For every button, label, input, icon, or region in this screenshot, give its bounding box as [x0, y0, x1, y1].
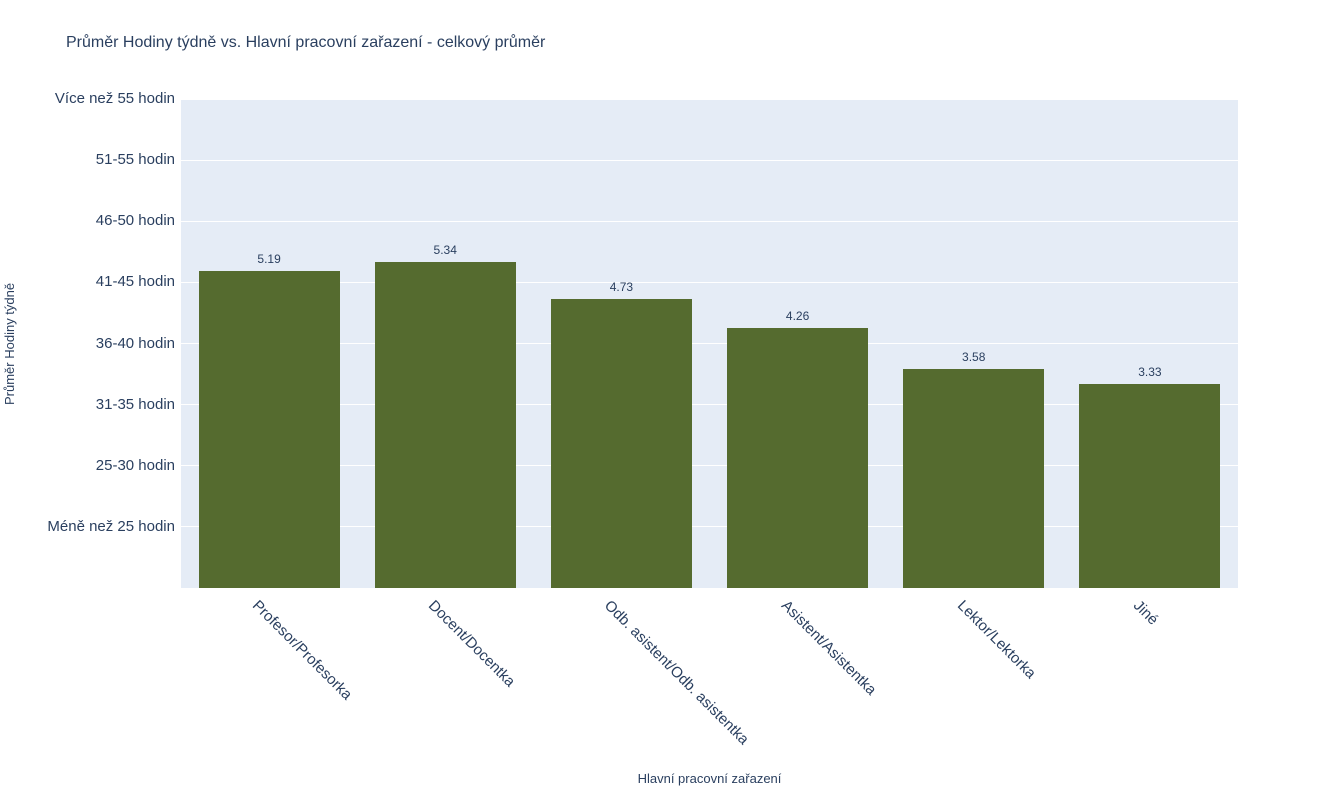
gridline — [181, 159, 1238, 161]
x-axis-tick-labels: Profesor/Profesorka Docent/Docentka Odb. a… — [181, 588, 1238, 768]
bar[interactable] — [550, 298, 692, 588]
x-tick-label: Lektor/Lektorka — [953, 597, 1039, 683]
bar[interactable] — [374, 261, 516, 588]
bar-value-label: 3.33 — [1138, 365, 1162, 380]
x-tick-label: Asistent/Asistentka — [777, 597, 880, 699]
gridline — [181, 465, 1238, 467]
y-tick-label: 46-50 hodin — [95, 212, 175, 230]
x-tick-label: Profesor/Profesorka — [249, 597, 356, 704]
y-tick-label: 41-45 hodin — [95, 273, 175, 291]
plot-area[interactable]: 5.19 5.34 4.73 4.26 3.58 3.33 — [181, 98, 1238, 588]
y-axis-tick-labels: Méně než 25 hodin 25-30 hodin 31-35 hodin 3… — [0, 90, 175, 588]
bar[interactable] — [198, 270, 340, 588]
bar-value-label: 5.19 — [257, 251, 281, 266]
x-tick-label: Jiné — [1129, 597, 1162, 629]
y-tick-label: Méně než 25 hodin — [47, 517, 175, 535]
bar-value-label: 4.73 — [609, 279, 634, 294]
bar-value-label: 4.26 — [785, 308, 810, 323]
x-axis-title: Hlavní pracovní zařazení — [637, 771, 782, 786]
bar-value-label: 3.58 — [962, 350, 986, 365]
bar[interactable] — [727, 327, 869, 588]
gridline — [181, 404, 1238, 406]
y-tick-label: 25-30 hodin — [95, 456, 175, 474]
bar[interactable] — [903, 369, 1045, 588]
gridline — [181, 220, 1238, 222]
bar-value-label: 5.34 — [433, 242, 457, 257]
gridline — [181, 343, 1238, 344]
chart-title: Průměr Hodiny týdně vs. Hlavní pracovní … — [66, 34, 546, 51]
gridline — [181, 98, 1238, 100]
y-tick-label: Více než 55 hodin — [54, 90, 175, 107]
x-tick-label: Docent/Docentka — [425, 597, 519, 691]
y-tick-label: 31-35 hodin — [95, 395, 175, 413]
gridline — [181, 526, 1238, 528]
bar[interactable] — [1079, 384, 1221, 588]
y-tick-label: 36-40 hodin — [95, 334, 175, 352]
gridline — [181, 281, 1238, 283]
x-tick-label: Odb. asistent/Odb. asistentka — [601, 597, 753, 749]
y-tick-label: 51-55 hodin — [95, 151, 175, 169]
